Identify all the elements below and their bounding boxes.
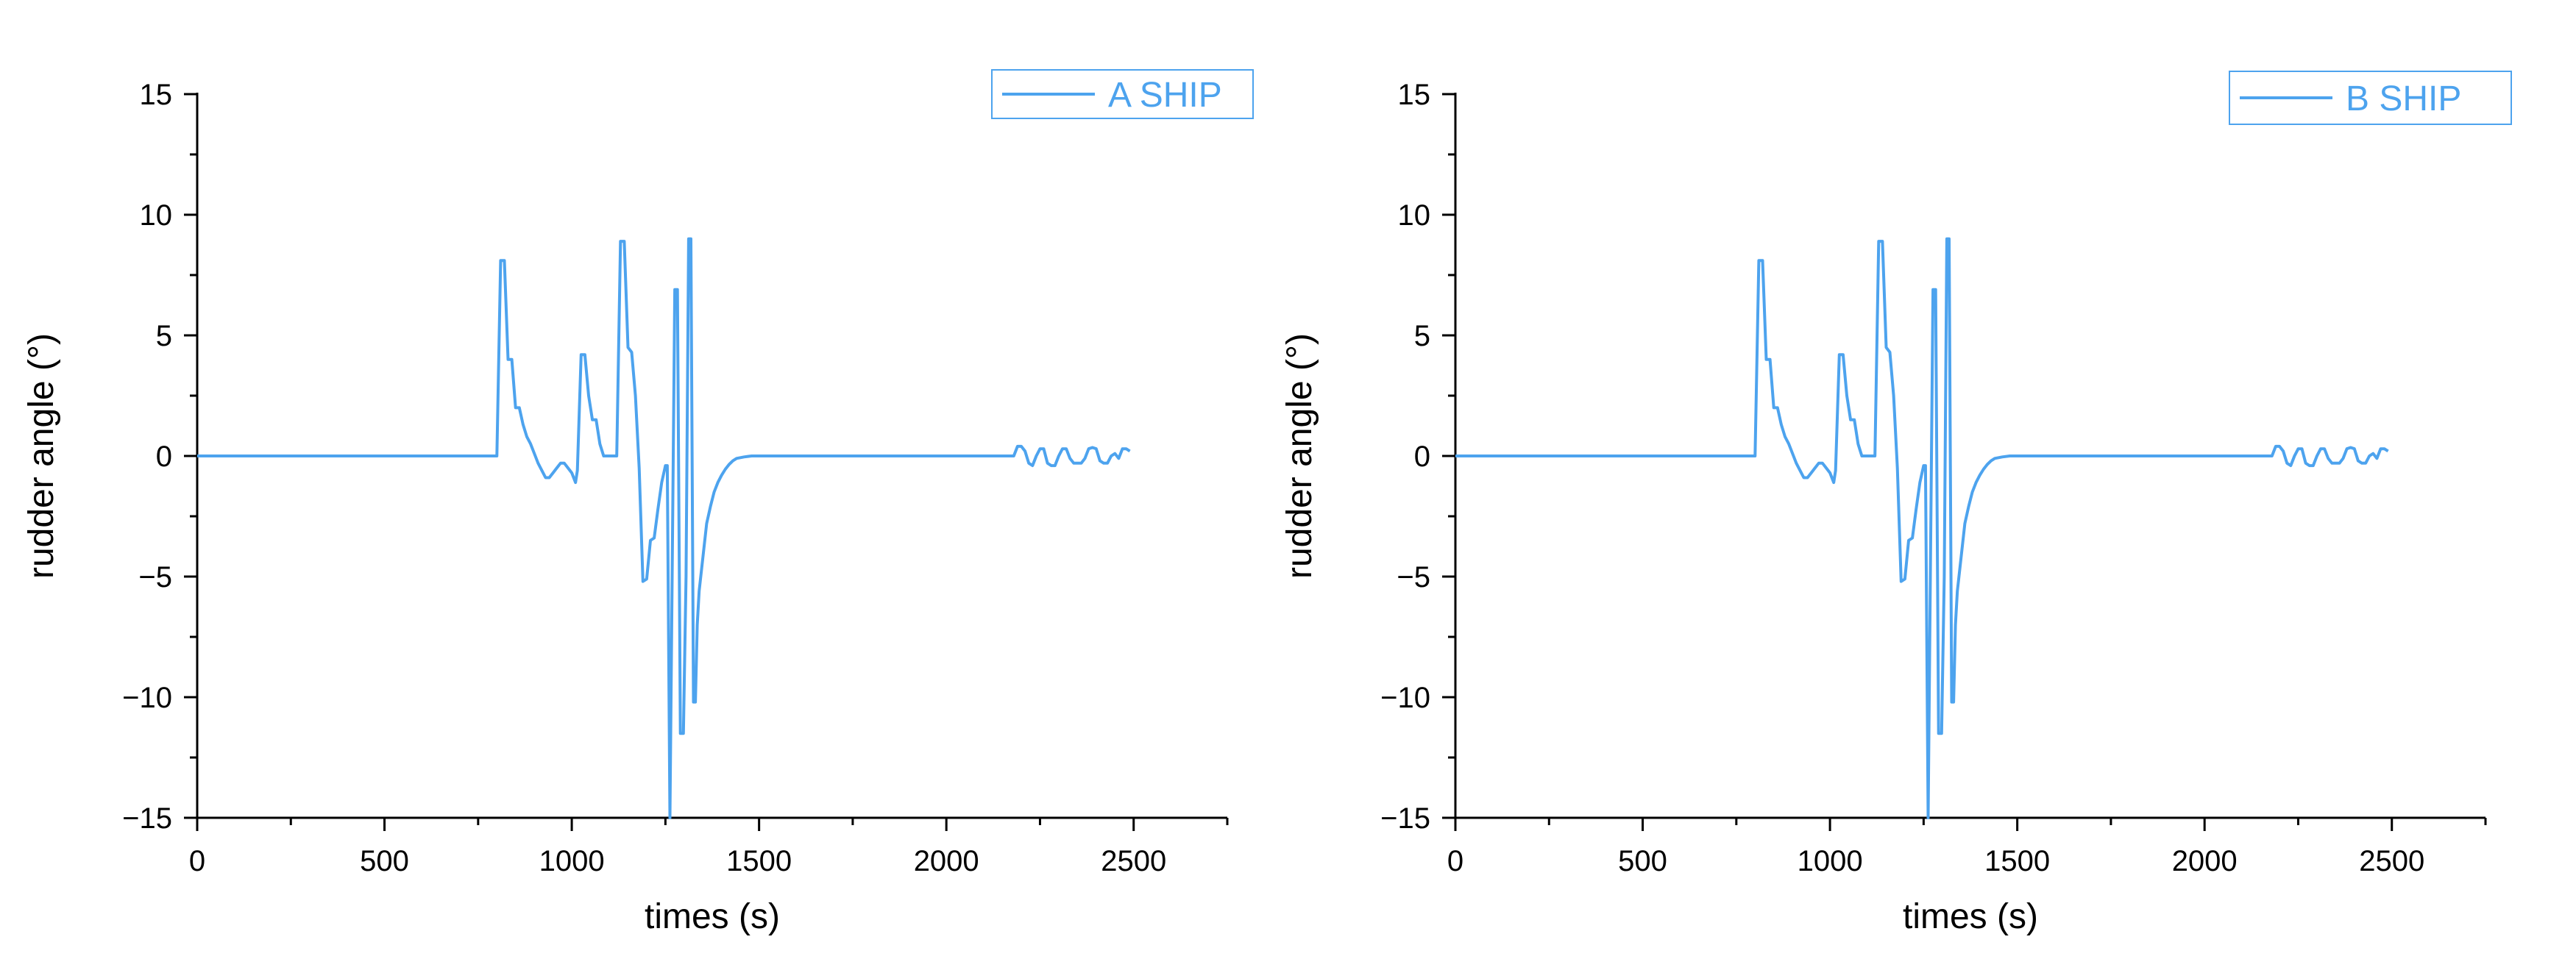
y-tick-label: 15 bbox=[140, 79, 173, 111]
x-tick-label: 2500 bbox=[1101, 845, 1166, 877]
y-tick-label: −10 bbox=[1380, 682, 1430, 714]
legend-label: A SHIP bbox=[1108, 76, 1222, 115]
x-tick-label: 500 bbox=[360, 845, 409, 877]
y-axis-title: rudder angle (°) bbox=[22, 333, 61, 579]
y-tick-label: 0 bbox=[156, 441, 172, 473]
x-tick-label: 1000 bbox=[1798, 845, 1863, 877]
y-tick-label: −15 bbox=[122, 802, 172, 835]
x-axis-title: times (s) bbox=[1903, 897, 2038, 936]
legend: A SHIP bbox=[991, 69, 1254, 119]
chart-panel-1: 0 500 1000 1500 2000 2500 15 10 5 0 −5 −10 −15 times … bbox=[22, 69, 1254, 936]
x-tick-label: 1500 bbox=[726, 845, 792, 877]
legend-label: B SHIP bbox=[2346, 79, 2461, 118]
x-axis-title: times (s) bbox=[645, 897, 780, 936]
y-tick-label: 5 bbox=[156, 320, 172, 352]
chart-panel-2: 0 500 1000 1500 2000 2500 15 10 5 0 −5 −10 −15 times … bbox=[1280, 71, 2512, 936]
y-tick-label: 15 bbox=[1398, 79, 1431, 111]
y-tick-label: −15 bbox=[1380, 802, 1430, 835]
x-tick-label: 0 bbox=[189, 845, 205, 877]
y-tick-label: 10 bbox=[1398, 199, 1431, 232]
x-tick-label: 1500 bbox=[1984, 845, 2050, 877]
y-tick-label: 5 bbox=[1414, 320, 1430, 352]
series-line-a-ship bbox=[197, 237, 1131, 819]
series-line-b-ship bbox=[1455, 237, 2389, 819]
y-tick-label: −5 bbox=[138, 561, 172, 593]
x-tick-label: 500 bbox=[1618, 845, 1667, 877]
x-tick-label: 1000 bbox=[539, 845, 605, 877]
x-tick-label: 2000 bbox=[914, 845, 979, 877]
y-axis-title: rudder angle (°) bbox=[1280, 333, 1319, 579]
x-tick-label: 2500 bbox=[2359, 845, 2424, 877]
legend: B SHIP bbox=[2229, 71, 2512, 125]
y-tick-label: −5 bbox=[1397, 561, 1430, 593]
x-tick-label: 2000 bbox=[2172, 845, 2238, 877]
y-tick-label: −10 bbox=[122, 682, 172, 714]
y-tick-label: 0 bbox=[1414, 441, 1430, 473]
y-tick-label: 10 bbox=[140, 199, 173, 232]
x-tick-label: 0 bbox=[1447, 845, 1463, 877]
